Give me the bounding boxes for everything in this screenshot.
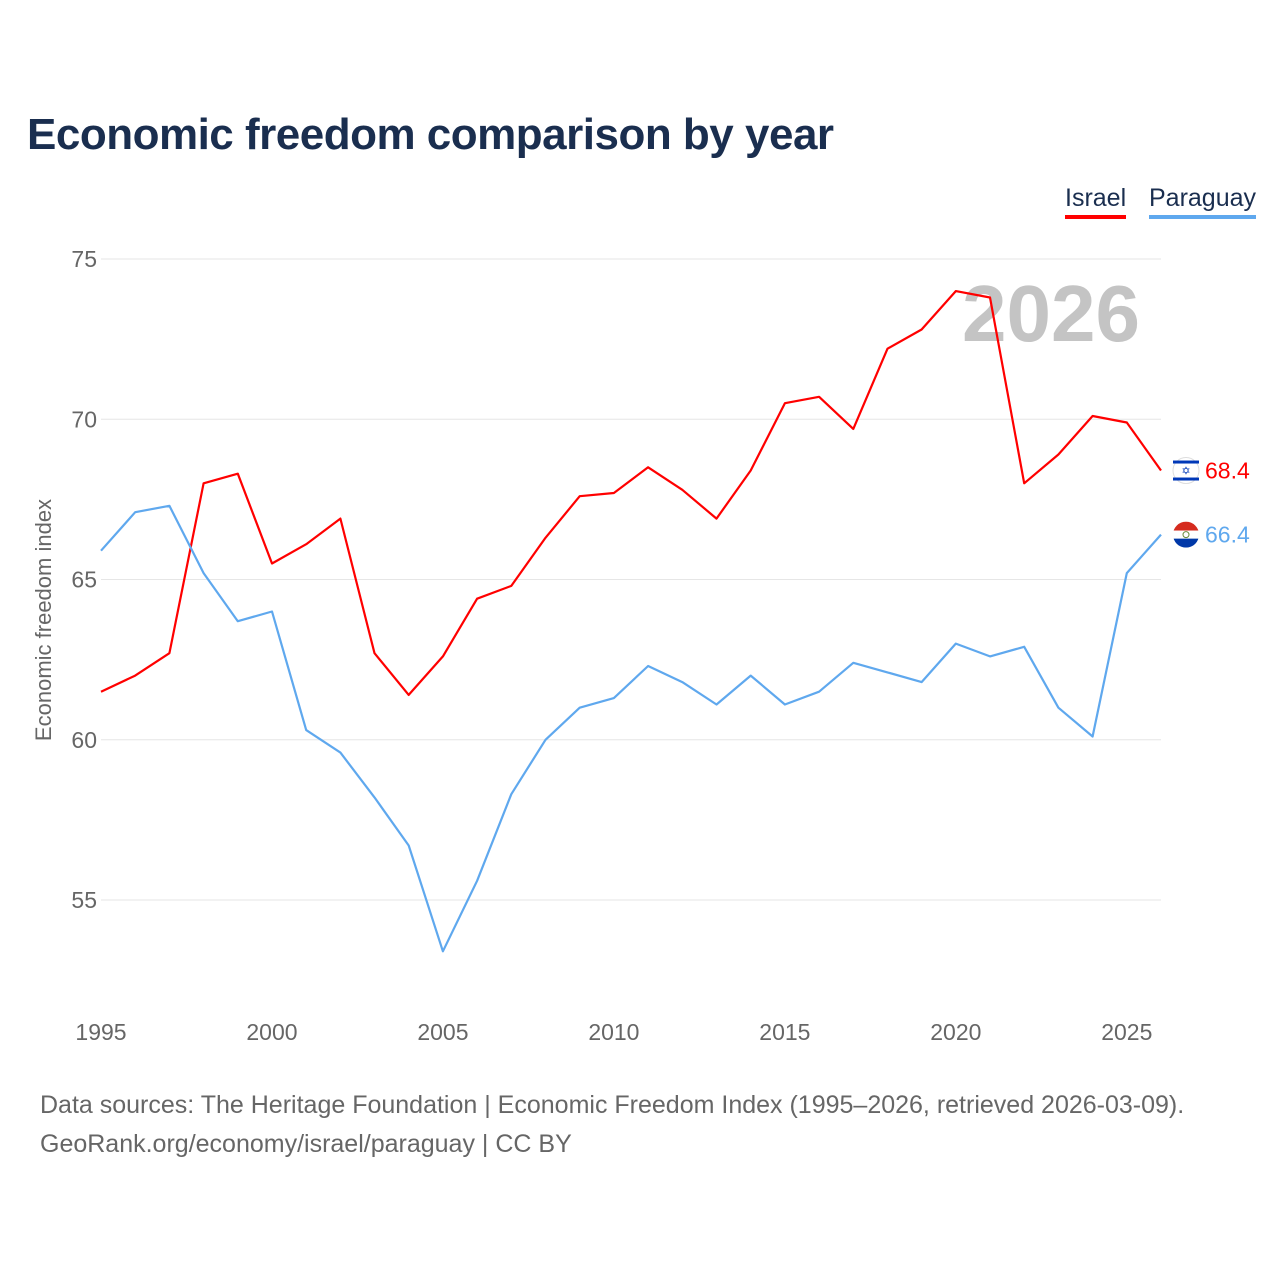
series-line-israel — [100, 290, 1162, 697]
y-tick-label: 55 — [71, 887, 97, 913]
chart-title: Economic freedom comparison by year — [27, 110, 834, 159]
footer: Data sources: The Heritage Foundation | … — [40, 1086, 1184, 1164]
star-of-david-icon: ✡ — [1181, 466, 1190, 478]
legend-item-paraguay[interactable]: Paraguay — [1149, 184, 1257, 219]
source-text: Data sources: The Heritage Foundation | … — [40, 1091, 1185, 1119]
flag-bg — [1172, 457, 1200, 485]
end-value-label: 66.4 — [1205, 522, 1250, 548]
flag-body — [1173, 521, 1199, 548]
y-tick-label: 70 — [71, 406, 97, 432]
flag-stripe — [1173, 460, 1199, 464]
flag-stripe — [1173, 538, 1199, 548]
year-watermark: 2026 — [962, 269, 1140, 358]
y-axis-label: Economic freedom index — [31, 499, 56, 741]
flag-stripe — [1173, 477, 1199, 481]
flag-stripe — [1173, 521, 1199, 531]
end-value-label: 68.4 — [1205, 458, 1250, 484]
x-tick-label: 2010 — [588, 1019, 639, 1045]
x-tick-label: 2020 — [930, 1019, 981, 1045]
legend-item-israel[interactable]: Israel — [1065, 184, 1127, 219]
israel-flag-icon: ✡ — [1172, 457, 1200, 485]
y-tick-label: 65 — [71, 567, 97, 593]
attribution-link[interactable]: GeoRank.org/economy/israel/paraguay | CC… — [40, 1130, 572, 1158]
y-tick-label: 60 — [71, 727, 97, 753]
paraguay-flag-icon — [1173, 521, 1199, 548]
flag-stripe — [1173, 530, 1199, 539]
x-tick-label: 1995 — [75, 1019, 126, 1045]
x-tick-label: 2015 — [759, 1019, 810, 1045]
x-tick-label: 2005 — [417, 1019, 468, 1045]
x-tick-label: 2025 — [1101, 1019, 1152, 1045]
flag-emblem — [1182, 531, 1190, 539]
series-line-paraguay — [100, 504, 1162, 953]
x-tick-label: 2000 — [246, 1019, 297, 1045]
y-tick-label: 75 — [71, 246, 97, 272]
